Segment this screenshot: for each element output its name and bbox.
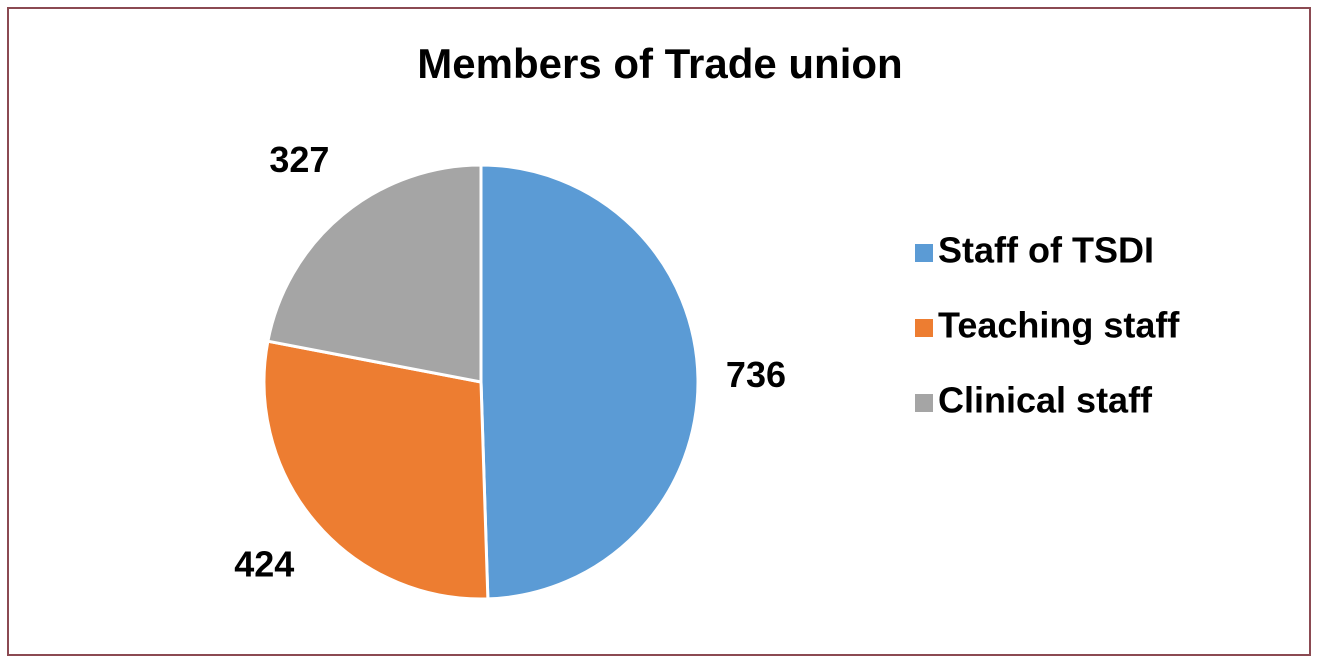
legend-swatch — [915, 244, 933, 262]
pie-slice — [266, 163, 483, 384]
pie-slice — [479, 163, 700, 601]
legend-label: Staff of TSDI — [938, 230, 1154, 271]
data-label: 424 — [234, 544, 294, 585]
legend-label: Clinical staff — [938, 380, 1153, 421]
data-label: 736 — [726, 354, 786, 395]
chart-title: Members of Trade union — [417, 40, 902, 87]
legend-swatch — [915, 319, 933, 337]
legend-swatch — [915, 394, 933, 412]
pie-slice — [262, 339, 490, 601]
data-label: 327 — [269, 139, 329, 180]
legend-label: Teaching staff — [938, 305, 1180, 346]
